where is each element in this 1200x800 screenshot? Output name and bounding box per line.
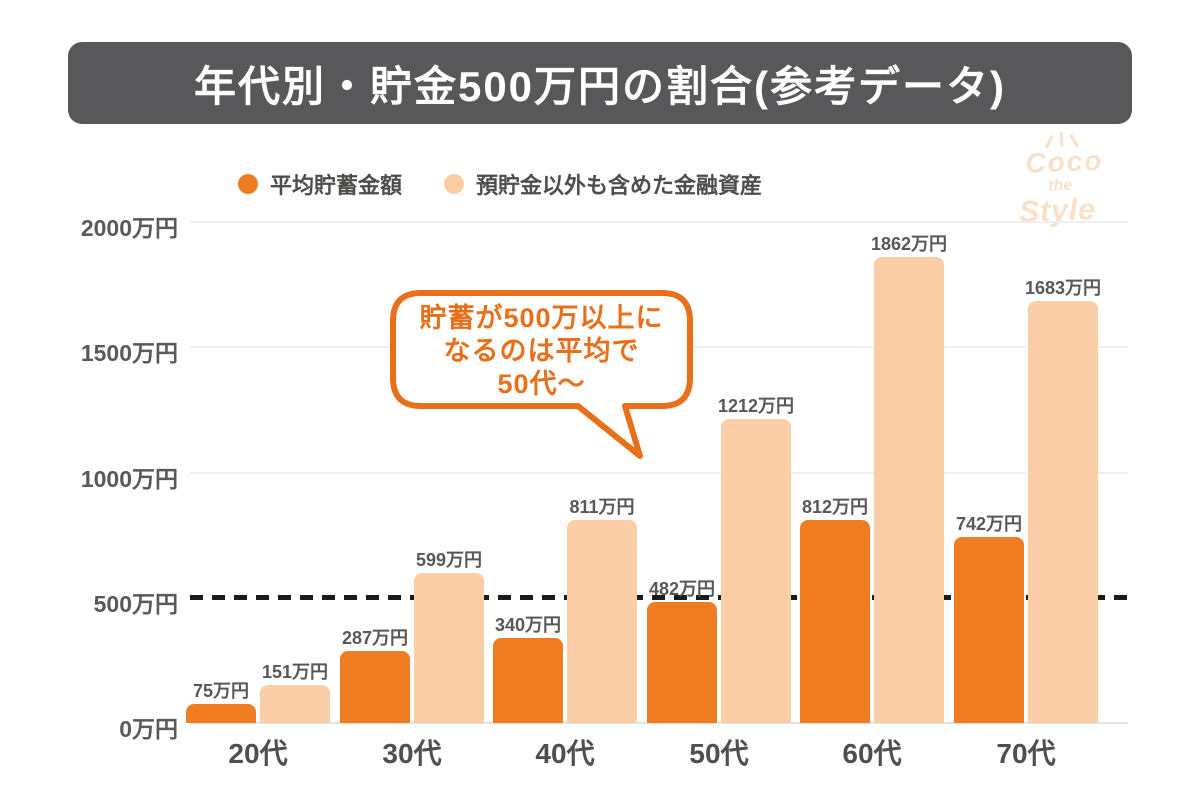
y-axis-label: 1500万円 (80, 340, 178, 367)
bar-value-label: 742万円 (955, 514, 1023, 534)
bar-value-label: 75万円 (192, 681, 250, 701)
bar-value-label: 287万円 (341, 628, 409, 648)
gridline (190, 471, 1128, 474)
logo-text-coco: Coco (1024, 144, 1104, 179)
bar-value-label: 811万円 (569, 497, 635, 517)
bar-assets-30代 (414, 573, 484, 723)
x-axis-label: 40代 (535, 738, 595, 769)
legend-dot-orange-icon (237, 174, 258, 194)
bar-assets-40代 (567, 520, 637, 723)
legend-item-assets: 預貯金以外も含めた金融資産 (444, 168, 762, 200)
bar-value-label: 1862万円 (870, 234, 948, 254)
bar-average-50代 (647, 602, 717, 723)
x-axis-label: 30代 (382, 738, 442, 769)
bar-value-label: 599万円 (415, 550, 483, 570)
gridline (190, 221, 1128, 223)
bar-assets-50代 (721, 419, 791, 723)
callout-line-2: なるのは平均で (443, 336, 640, 366)
bar-value-label: 340万円 (494, 615, 562, 635)
bar-value-label: 812万円 (801, 497, 869, 517)
page-title: 年代別・貯金500万円の割合(参考データ) (193, 62, 1007, 110)
axis-baseline (190, 722, 1128, 724)
callout-text: 貯蓄が500万以上に なるのは平均で 50代〜 (393, 302, 690, 401)
bar-average-40代 (493, 638, 563, 723)
legend-label-assets: 預貯金以外も含めた金融資産 (476, 173, 763, 198)
bar-average-20代 (186, 704, 256, 723)
callout-line-3: 50代〜 (497, 369, 586, 399)
bar-value-label: 482万円 (648, 579, 716, 599)
logo-text-the: the (1047, 177, 1073, 195)
bar-average-30代 (340, 651, 410, 723)
legend-label-average: 平均貯蓄金額 (269, 173, 402, 198)
x-axis-label: 20代 (228, 738, 288, 769)
speech-bubble-shape-icon (390, 290, 693, 459)
callout-bubble: 貯蓄が500万以上に なるのは平均で 50代〜 (385, 285, 705, 470)
bar-assets-60代 (874, 257, 944, 723)
y-axis-label: 0万円 (119, 716, 178, 742)
reference-dashed-line (190, 595, 1128, 600)
bar-value-label: 1683万円 (1024, 278, 1102, 298)
y-axis-label: 500万円 (93, 590, 178, 617)
bar-value-label: 1212万円 (717, 396, 795, 416)
bar-average-60代 (800, 520, 870, 723)
logo-rays-icon (1045, 131, 1079, 149)
bar-average-70代 (954, 537, 1024, 723)
y-axis-label: 1000万円 (80, 465, 178, 492)
bar-assets-20代 (260, 685, 330, 723)
x-axis-label: 50代 (689, 738, 749, 769)
legend-dot-peach-icon (444, 174, 464, 194)
callout-line-1: 貯蓄が500万以上に (419, 303, 664, 333)
bar-assets-70代 (1028, 301, 1098, 723)
bar-value-label: 151万円 (261, 662, 329, 682)
brand-logo: Coco the Style (1010, 130, 1133, 229)
y-axis-label: 2000万円 (80, 215, 178, 241)
x-axis-label: 70代 (996, 738, 1056, 769)
x-axis-label: 60代 (842, 738, 902, 769)
chart-legend: 平均貯蓄金額 預貯金以外も含めた金融資産 (0, 168, 1000, 200)
title-banner: 年代別・貯金500万円の割合(参考データ) (68, 42, 1132, 124)
legend-item-average: 平均貯蓄金額 (237, 168, 402, 200)
